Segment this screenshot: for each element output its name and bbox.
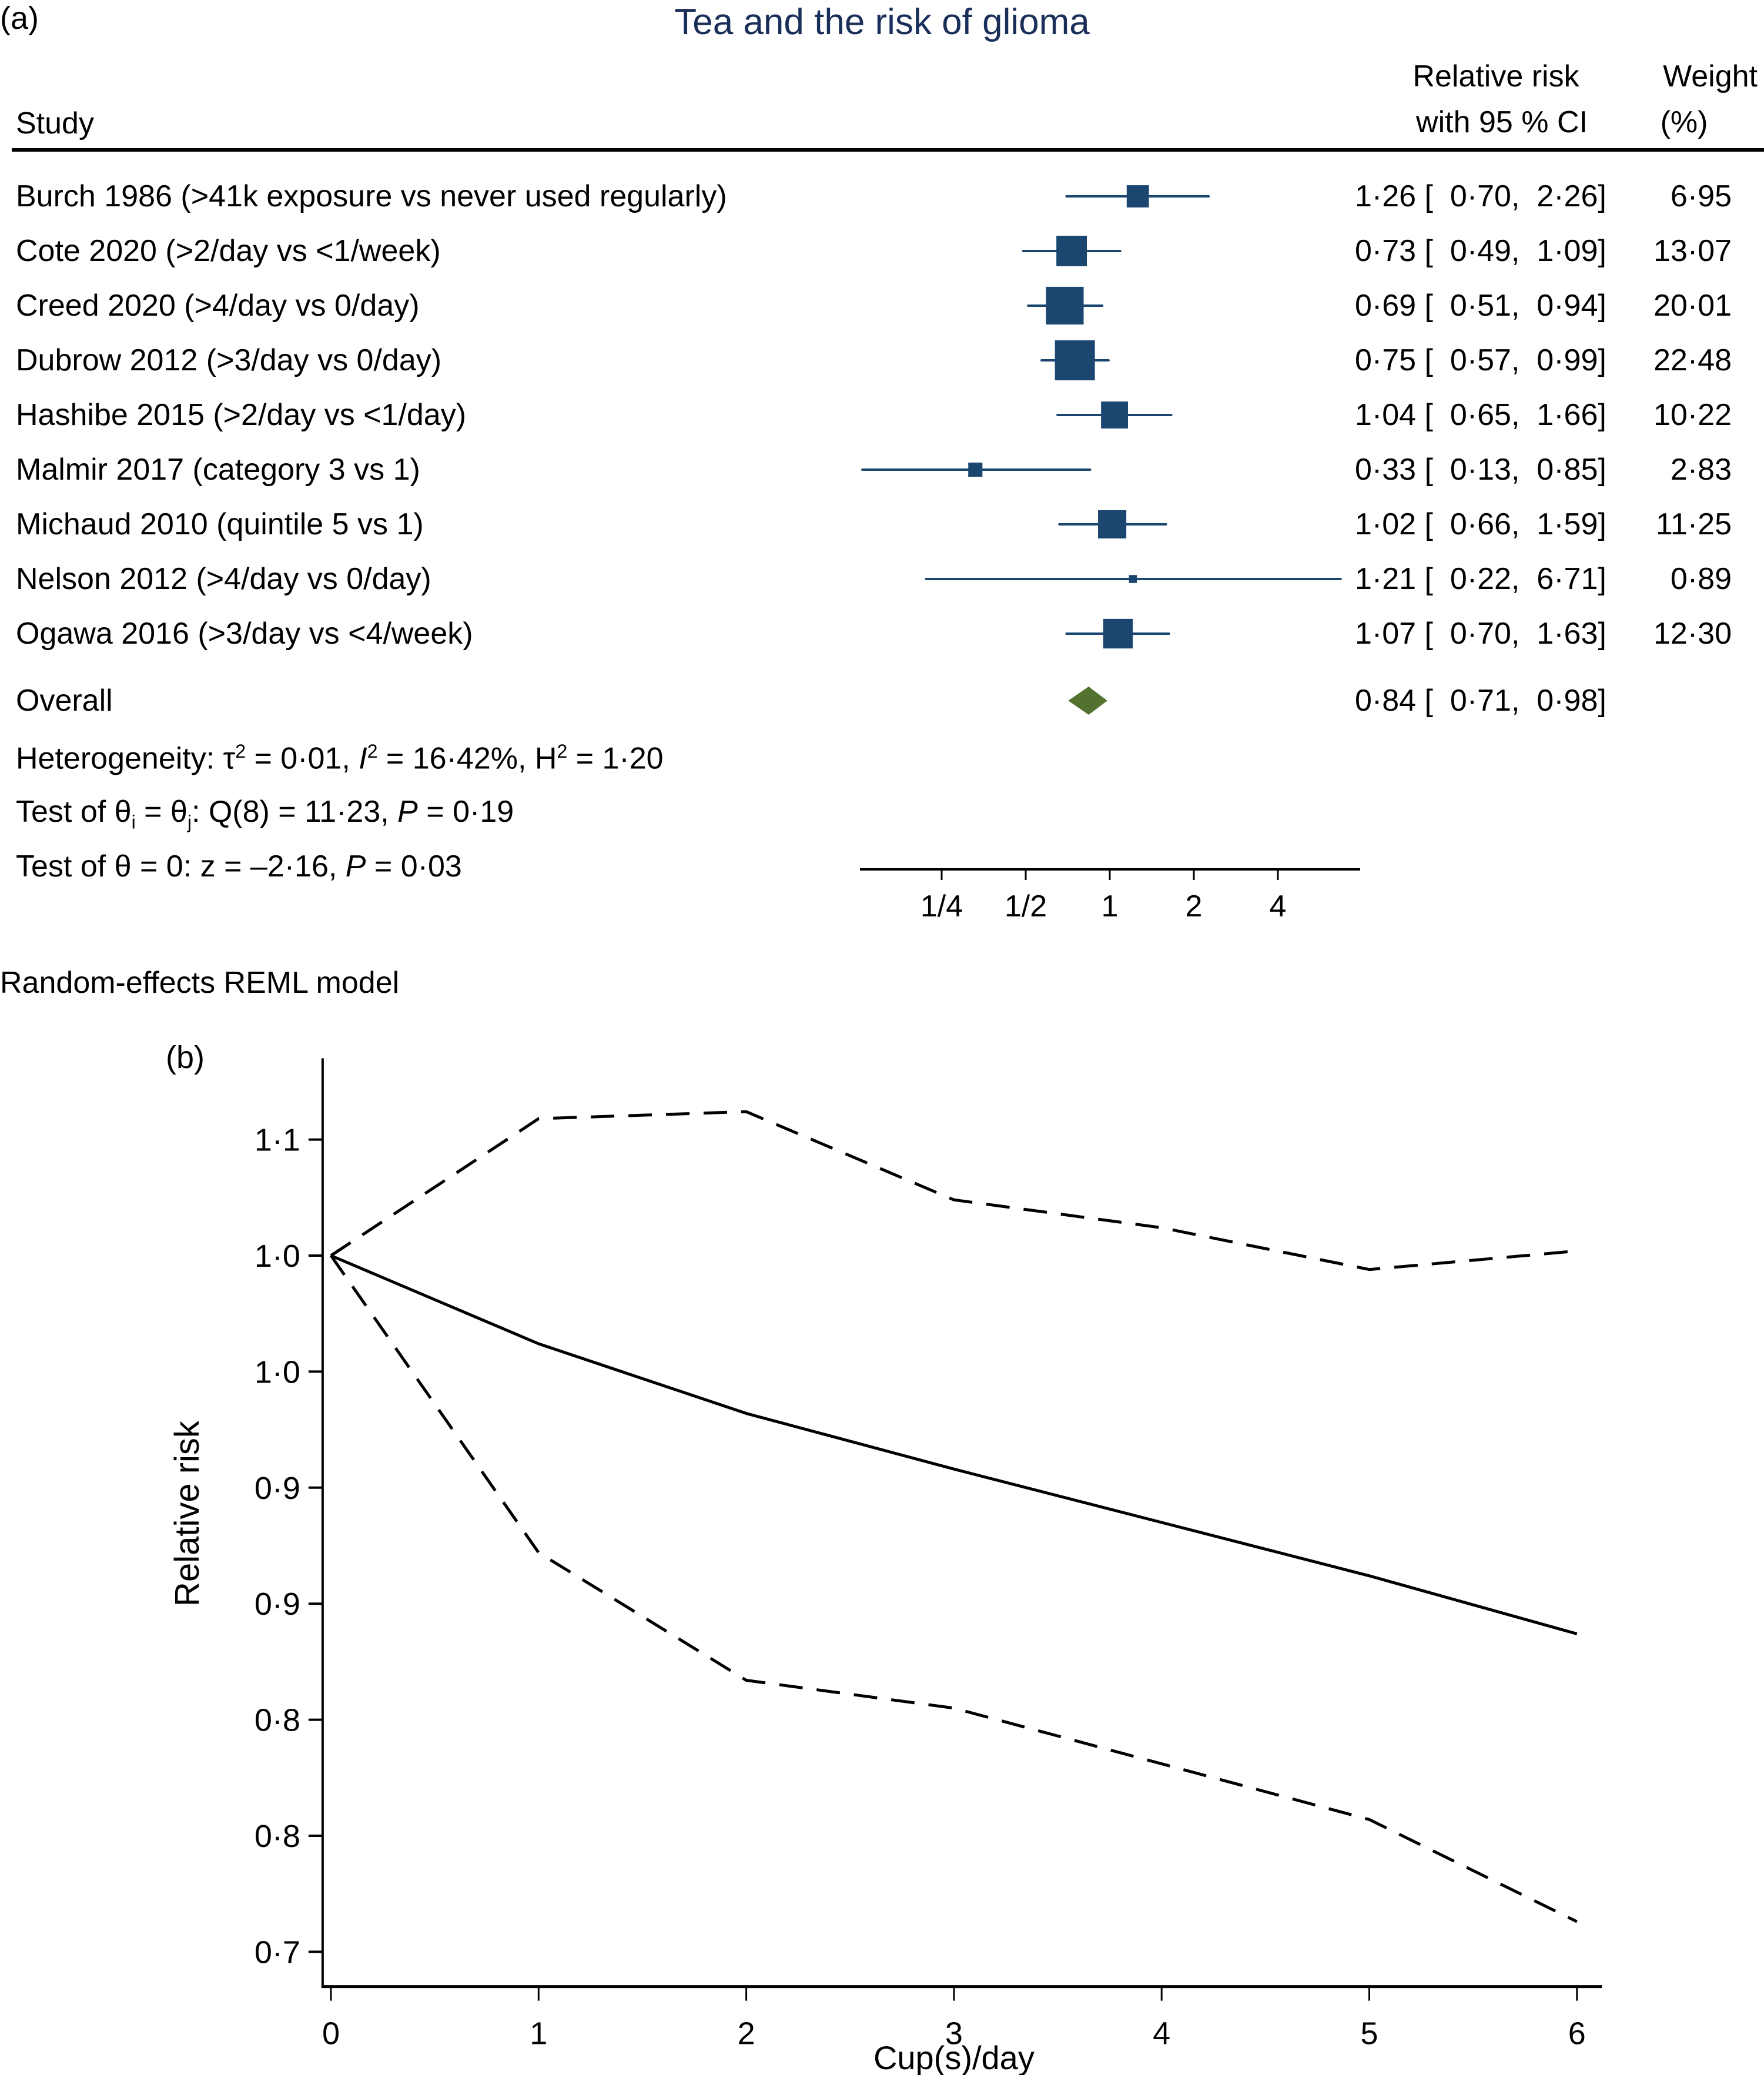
header-rr-line1: Relative risk (1412, 59, 1579, 93)
heterogeneity-stats: Heterogeneity: τ2 = 0·01, I2 = 16·42%, H… (16, 742, 664, 774)
forest-x-tick-label: 1/2 (1005, 889, 1047, 923)
test-ij-rest: : Q(8) = 11·23, (191, 795, 398, 829)
study-label: Creed 2020 (>4/day vs 0/day) (16, 289, 420, 323)
forest-plot-title: Tea and the risk of glioma (674, 2, 1090, 42)
study-label: Hashibe 2015 (>2/day vs <1/day) (16, 398, 467, 432)
x-tick-label: 4 (1153, 2016, 1170, 2051)
study-weight: 22·48 (1653, 343, 1732, 377)
panel-a-label: (a) (0, 1, 39, 36)
i-symbol: I (359, 741, 367, 776)
header-study: Study (16, 106, 94, 140)
forest-x-tick-label: 1 (1102, 889, 1119, 923)
header-rr-line2: with 95 % CI (1416, 105, 1588, 139)
y-tick-label: 0·9 (255, 1587, 300, 1622)
sub-i: i (131, 811, 136, 833)
study-marker (1055, 340, 1095, 380)
study-marker (1129, 575, 1137, 583)
x-axis-label: Cup(s)/day (873, 2039, 1035, 2075)
estimate-line (330, 1254, 1578, 1635)
study-weight: 11·25 (1655, 507, 1732, 541)
x-tick-label: 3 (945, 2016, 963, 2051)
study-rr-ci: 0·75 [ 0·57, 0·99] (1355, 343, 1606, 377)
study-weight: 12·30 (1653, 617, 1732, 651)
study-rr-ci: 1·02 [ 0·66, 1·59] (1355, 507, 1606, 541)
study-marker (1098, 510, 1127, 539)
study-marker (968, 462, 983, 477)
tau-sup: 2 (235, 741, 246, 762)
y-axis-label: Relative risk (168, 1420, 206, 1607)
forest-plot: 1/4 1/2 1 2 4 (12, 148, 1764, 923)
study-rr-ci: 1·04 [ 0·65, 1·66] (1355, 398, 1606, 432)
study-weight: 2·83 (1670, 453, 1732, 487)
x-tick-label: 0 (322, 2016, 340, 2051)
forest-x-tick-label: 1/4 (921, 889, 963, 923)
test-theta-zero: Test of θ = 0: z = –2·16, P = 0·03 (16, 851, 462, 882)
x-tick-label: 5 (1360, 2016, 1378, 2051)
study-weight: 6·95 (1670, 179, 1732, 213)
study-rr-ci: 1·21 [ 0·22, 6·71] (1355, 562, 1606, 596)
study-label: Burch 1986 (>41k exposure vs never used … (16, 179, 727, 213)
p-symbol: P (397, 795, 418, 829)
upper-ci-line (330, 1110, 1578, 1271)
header-weight-line2: (%) (1660, 105, 1708, 139)
sub-j: j (187, 811, 192, 833)
study-label: Nelson 2012 (>4/day vs 0/day) (16, 562, 431, 596)
p-symbol: P (345, 849, 366, 883)
study-rr-ci: 0·33 [ 0·13, 0·85] (1355, 453, 1606, 487)
y-tick-label: 1·0 (255, 1239, 300, 1274)
study-rr-ci: 0·73 [ 0·49, 1·09] (1355, 234, 1606, 268)
x-tick-label: 6 (1568, 2016, 1586, 2051)
heterogeneity-prefix: Heterogeneity: (16, 741, 223, 776)
study-label: Malmir 2017 (category 3 vs 1) (16, 453, 420, 487)
study-label: Cote 2020 (>2/day vs <1/week) (16, 234, 441, 268)
study-rr-ci: 1·26 [ 0·70, 2·26] (1355, 179, 1606, 213)
test-theta-ij: Test of θi = θj: Q(8) = 11·23, P = 0·19 (16, 796, 514, 831)
y-tick-label: 1·0 (255, 1354, 300, 1390)
test-zero-p-value: = 0·03 (366, 849, 462, 883)
study-weight: 0·89 (1670, 562, 1732, 596)
overall-rr-text: 0·84 [ 0·71, 0·98] (1355, 684, 1606, 718)
study-marker (1103, 618, 1133, 649)
study-label: Dubrow 2012 (>3/day vs 0/day) (16, 343, 442, 377)
study-marker (1046, 286, 1084, 325)
study-marker (1056, 236, 1087, 266)
study-rr-ci: 1·07 [ 0·70, 1·63] (1355, 617, 1606, 651)
header-weight-line1: Weight (1663, 59, 1758, 93)
i-sup: 2 (367, 741, 378, 762)
overall-diamond (1068, 687, 1107, 715)
h-value: = 1·20 (567, 741, 664, 776)
tau-value: = 0·01, (246, 741, 359, 776)
x-tick-label: 1 (530, 2016, 547, 2051)
y-tick-label: 0·9 (255, 1471, 300, 1506)
forest-x-tick-label: 2 (1186, 889, 1203, 923)
i-value: = 16·42%, H (377, 741, 557, 776)
panel-b-label: (b) (166, 1040, 205, 1075)
study-marker (1101, 401, 1129, 429)
tau-symbol: τ (223, 741, 236, 776)
study-label: Michaud 2010 (quintile 5 vs 1) (16, 507, 424, 541)
study-rr-ci: 0·69 [ 0·51, 0·94] (1355, 289, 1606, 323)
x-tick-label: 2 (738, 2016, 755, 2051)
y-tick-label: 0·7 (255, 1935, 300, 1970)
study-weight: 20·01 (1653, 289, 1732, 323)
forest-x-tick-label: 4 (1270, 889, 1287, 923)
overall-label: Overall (16, 684, 113, 718)
h-sup: 2 (557, 741, 568, 762)
study-marker (1126, 185, 1149, 208)
y-tick-label: 1·1 (255, 1123, 300, 1158)
test-zero-prefix: Test of θ = 0: z = –2·16, (16, 849, 346, 883)
test-ij-p-value: = 0·19 (417, 795, 514, 829)
study-label: Ogawa 2016 (>3/day vs <4/week) (16, 617, 473, 651)
study-weight: 13·07 (1653, 234, 1732, 268)
lower-ci-line (329, 1254, 1578, 1923)
y-tick-label: 0·8 (255, 1819, 300, 1854)
study-weight: 10·22 (1653, 398, 1732, 432)
test-ij-mid: = θ (135, 795, 188, 829)
model-note: Random-effects REML model (0, 966, 400, 1000)
y-tick-label: 0·8 (255, 1703, 300, 1738)
test-ij-prefix: Test of θ (16, 795, 132, 829)
